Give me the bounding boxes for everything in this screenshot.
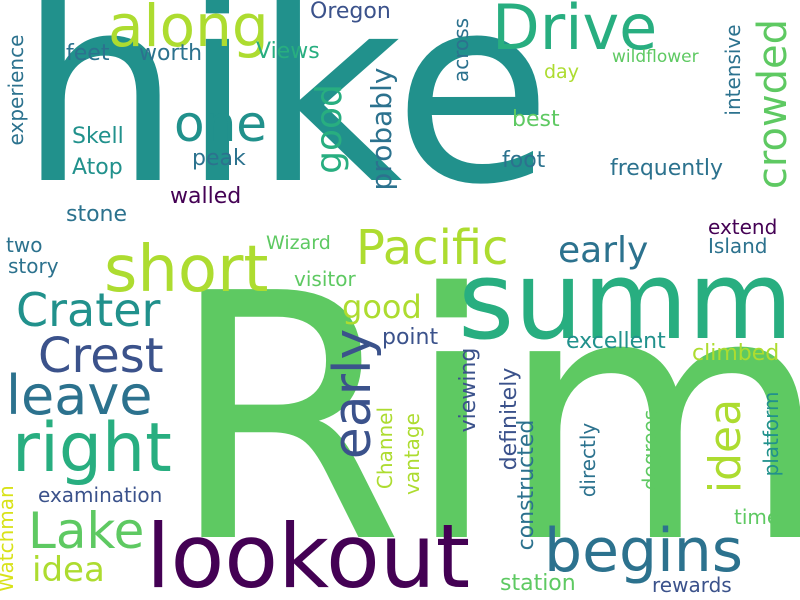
word-stone: stone xyxy=(66,202,128,227)
word-foot: foot xyxy=(502,148,546,173)
word-point: point xyxy=(382,325,439,350)
word-hike: hike xyxy=(18,0,553,241)
word-vantage: vantage xyxy=(400,413,424,495)
word-watchman: Watchman xyxy=(0,485,18,592)
word-best: best xyxy=(512,107,560,132)
word-two: two xyxy=(6,233,43,257)
word-idea: idea xyxy=(700,398,751,494)
word-wizard: Wizard xyxy=(266,232,331,254)
word-walled: walled xyxy=(170,184,242,209)
word-good: good xyxy=(309,84,350,174)
word-lake: Lake xyxy=(28,502,145,560)
word-short: short xyxy=(104,233,269,307)
word-across: across xyxy=(449,17,473,83)
word-drive: Drive xyxy=(492,0,658,64)
word-rewards: rewards xyxy=(652,573,732,597)
word-story: story xyxy=(8,254,59,278)
word-time: time xyxy=(734,505,780,529)
word-peak: peak xyxy=(192,146,246,171)
word-viewing: viewing xyxy=(456,347,481,433)
word-worth: worth xyxy=(139,41,203,66)
word-island: Island xyxy=(708,234,768,258)
word-extend: extend xyxy=(708,215,778,239)
word-wildflower: wildflower xyxy=(612,47,699,67)
word-examination: examination xyxy=(38,483,163,507)
word-leave: leave xyxy=(6,364,153,427)
word-excellent: excellent xyxy=(566,329,666,354)
word-degrees: degrees xyxy=(638,409,662,491)
word-platform: platform xyxy=(759,391,783,477)
word-calls: idea xyxy=(32,550,105,590)
word-right: right xyxy=(12,409,172,488)
word-probably: probably xyxy=(365,67,398,191)
word-morning: early xyxy=(558,230,649,271)
word-oregon: Oregon xyxy=(310,0,391,24)
word-channel: Channel xyxy=(373,406,397,490)
word-constructed: constructed xyxy=(514,419,539,551)
word-intensive: intensive xyxy=(721,24,745,116)
word-atop: Atop xyxy=(72,155,123,180)
word-visitor: visitor xyxy=(294,267,356,291)
word-summit: summit xyxy=(458,239,800,364)
word-crater: Crater xyxy=(16,283,161,337)
word-day: day xyxy=(544,61,579,83)
word-begins: begins xyxy=(544,516,744,586)
word-post: good xyxy=(342,288,422,326)
word-skell: Skell xyxy=(72,124,124,149)
word-rim: Rim xyxy=(168,222,800,600)
word-climbed: climbed xyxy=(692,341,780,366)
word-directly: directly xyxy=(576,422,600,498)
word-views: Views xyxy=(256,39,320,64)
word-along: along xyxy=(108,0,269,60)
word-crowded: crowded xyxy=(750,18,796,190)
word-crest: Crest xyxy=(38,328,164,384)
word-one: one xyxy=(174,95,268,153)
word-lookout: lookout xyxy=(146,505,471,600)
word-station: station xyxy=(500,571,576,596)
word-experience: experience xyxy=(4,34,28,146)
word-pacific: Pacific xyxy=(356,220,509,276)
word-feet: feet xyxy=(66,41,110,66)
word-frequently: frequently xyxy=(610,156,723,181)
